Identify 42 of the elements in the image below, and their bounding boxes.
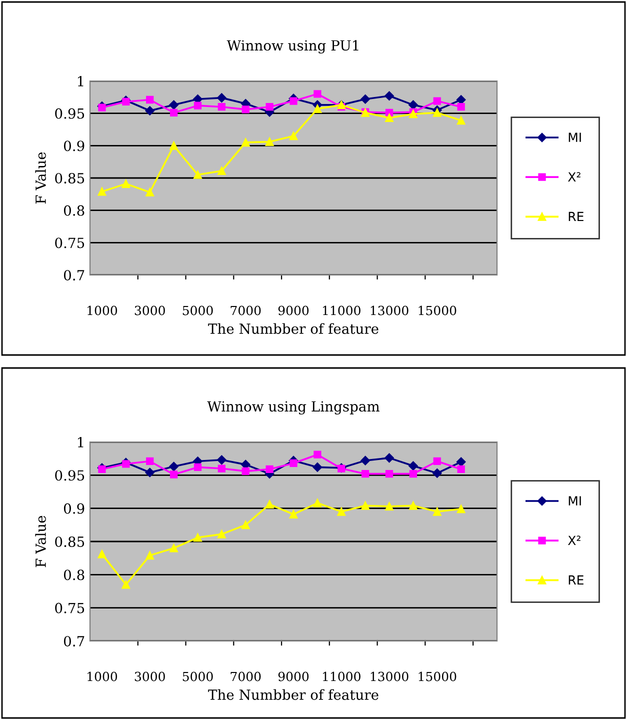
chart-title: Winnow using PU1	[226, 40, 358, 54]
legend-label: X²	[568, 172, 580, 182]
x-axis-title: The Numbber of feature	[208, 323, 378, 334]
x-tick-label: 11000	[323, 306, 360, 316]
legend-label: RE	[568, 575, 584, 585]
x-tick-label: 13000	[370, 672, 408, 682]
x-tick-label: 15000	[418, 306, 456, 316]
x-tick-label: 3000	[134, 672, 165, 682]
chart-title: Winnow using Lingspam	[207, 401, 380, 415]
y-tick-label: 1	[78, 436, 84, 448]
y-tick-label: 0.95	[55, 108, 84, 119]
legend-label: MI	[568, 132, 581, 142]
x-tick-label: 11000	[323, 672, 360, 682]
x-tick-label: 15000	[418, 672, 456, 682]
y-axis-title: F Value	[35, 152, 46, 204]
y-tick-label: 0.85	[55, 172, 84, 184]
legend-label: X²	[568, 536, 580, 545]
y-tick-label: 0.7	[64, 270, 84, 280]
y-axis-title: F Value	[35, 516, 46, 568]
x-tick-label: 1000	[88, 306, 118, 316]
y-tick-label: 0.8	[64, 570, 84, 580]
y-tick-label: 0.85	[55, 536, 84, 547]
y-tick-label: 1	[78, 76, 84, 86]
x-tick-label: 3000	[134, 306, 165, 316]
y-tick-label: 0.75	[55, 238, 84, 248]
x-tick-label: 1000	[88, 672, 118, 682]
x-tick-label: 5000	[182, 306, 213, 316]
legend-label: RE	[568, 212, 584, 222]
x-axis-title: The Numbber of feature	[208, 689, 378, 700]
y-tick-label: 0.9	[64, 140, 84, 152]
x-tick-label: 9000	[278, 672, 309, 682]
x-tick-label: 5000	[182, 672, 213, 682]
y-tick-label: 0.7	[64, 636, 84, 646]
y-tick-label: 0.95	[55, 470, 84, 481]
x-tick-label: 7000	[230, 306, 261, 316]
y-tick-label: 0.9	[64, 503, 84, 514]
x-tick-label: 9000	[278, 306, 309, 316]
y-tick-label: 0.8	[64, 205, 84, 216]
legend-label: MI	[568, 496, 581, 506]
y-tick-label: 0.75	[55, 602, 84, 614]
x-tick-label: 13000	[370, 306, 408, 316]
x-tick-label: 7000	[230, 672, 261, 682]
